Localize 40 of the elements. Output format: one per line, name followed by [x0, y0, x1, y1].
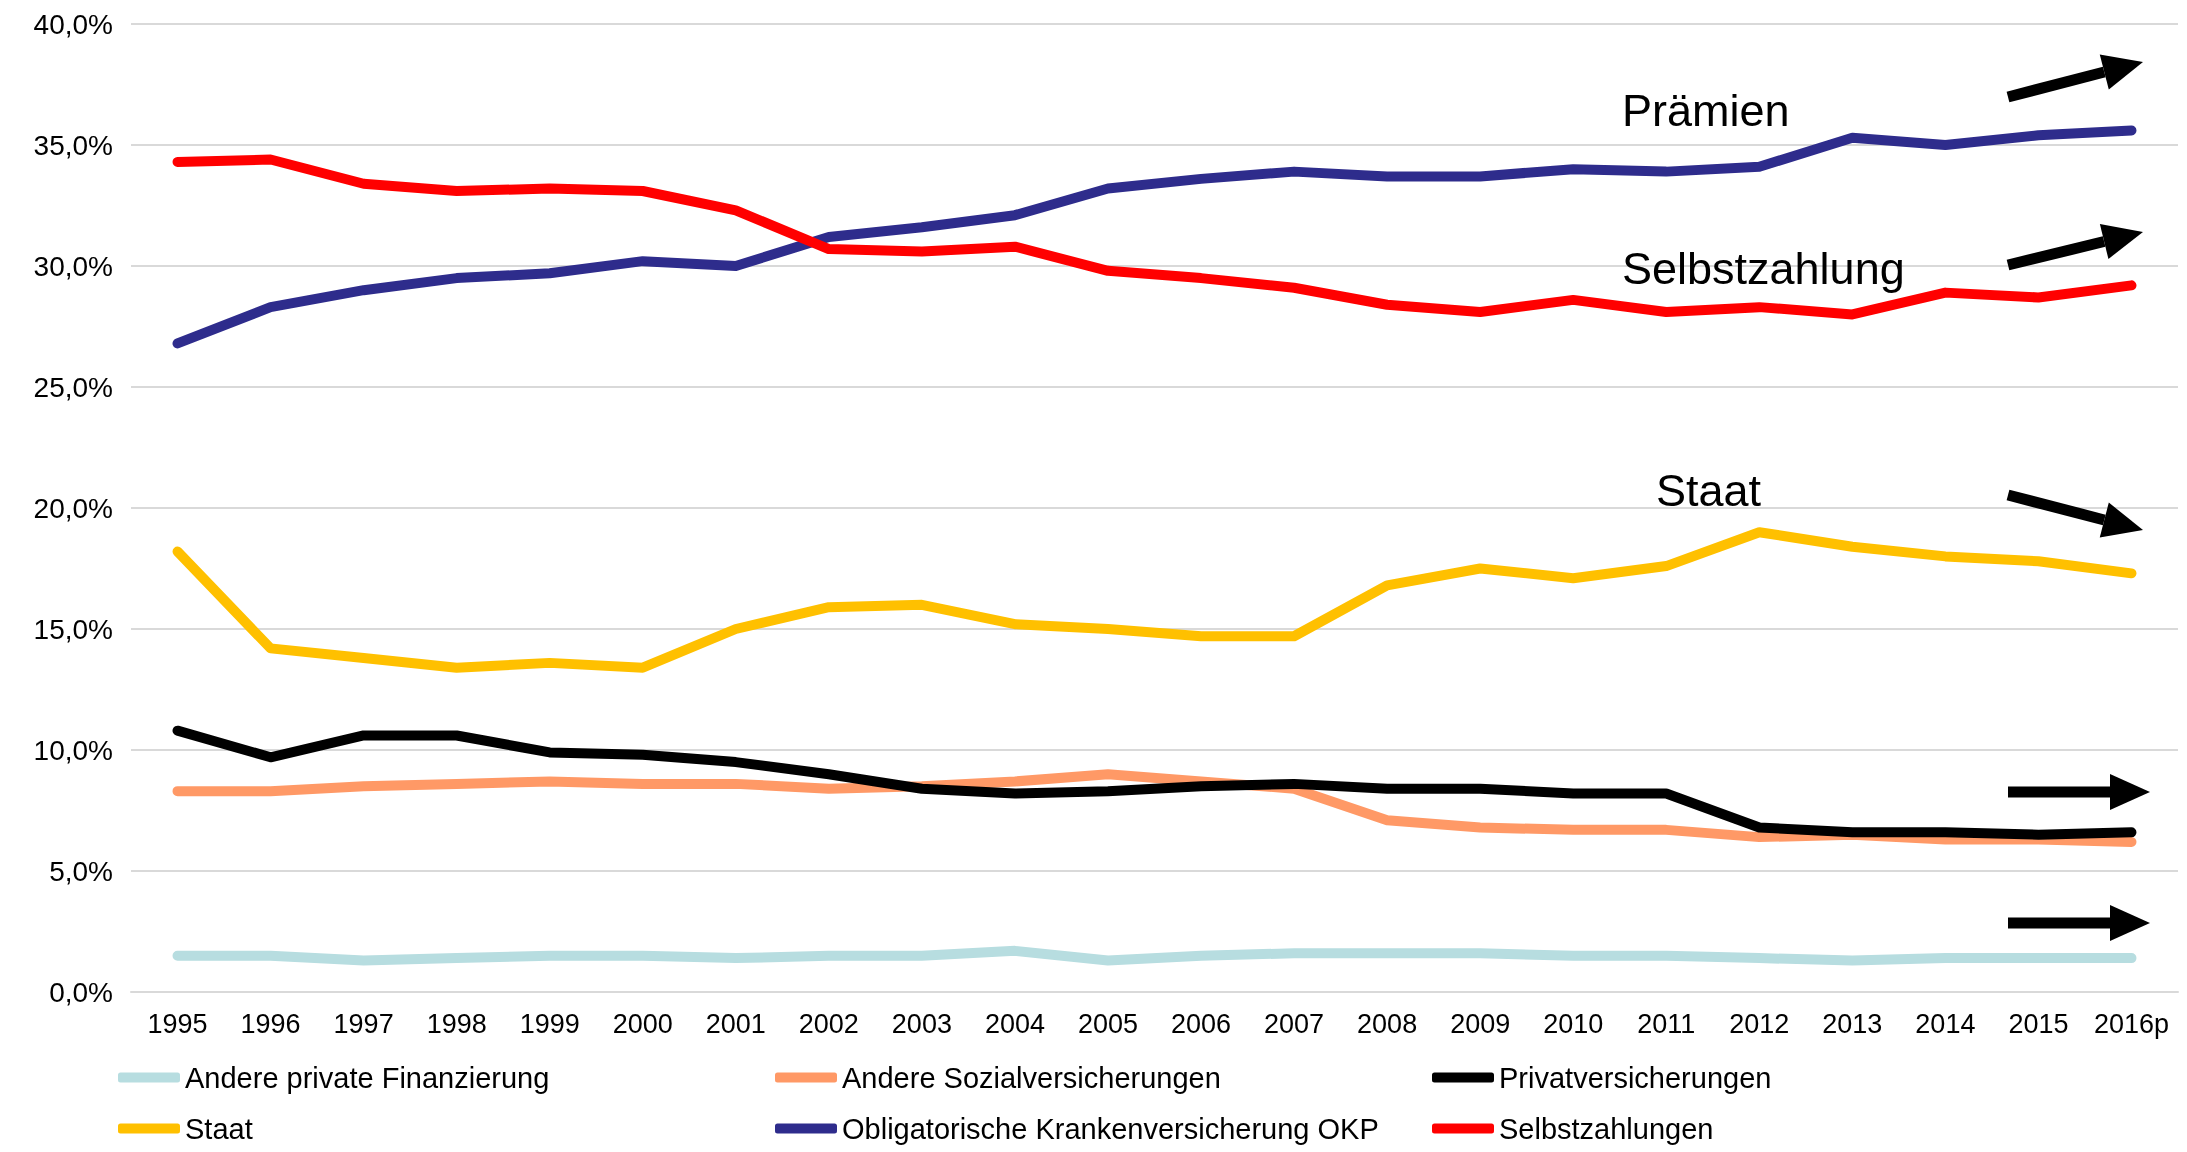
annotation: Staat — [1656, 464, 1762, 516]
y-tick-label: 10,0% — [33, 734, 113, 766]
x-tick-label: 1998 — [426, 1008, 487, 1039]
x-tick-label: 1996 — [240, 1008, 301, 1039]
legend-label: Staat — [185, 1112, 253, 1145]
annotation: Selbstzahlung — [1622, 242, 1905, 294]
y-tick-label: 25,0% — [33, 371, 113, 403]
x-tick-label: 2000 — [612, 1008, 673, 1039]
legend-label: Andere private Finanzierung — [185, 1061, 550, 1094]
x-tick-label: 2009 — [1450, 1008, 1511, 1039]
x-tick-label: 2005 — [1077, 1008, 1139, 1039]
y-tick-label: 35,0% — [33, 129, 113, 161]
x-tick-label: 2001 — [705, 1008, 766, 1039]
legend-label: Privatversicherungen — [1499, 1061, 1772, 1094]
x-tick-label: 2007 — [1264, 1008, 1325, 1039]
x-tick-label: 2002 — [798, 1008, 859, 1039]
y-tick-label: 15,0% — [33, 613, 113, 645]
y-tick-label: 0,0% — [49, 976, 113, 1008]
legend-label: Selbstzahlungen — [1499, 1112, 1714, 1145]
x-tick-label: 2010 — [1543, 1008, 1604, 1039]
x-tick-label: 1997 — [333, 1008, 394, 1039]
x-tick-label: 2014 — [1915, 1008, 1976, 1039]
y-tick-label: 40,0% — [33, 8, 113, 40]
x-tick-label: 2012 — [1729, 1008, 1790, 1039]
y-tick-label: 30,0% — [33, 250, 113, 282]
legend-label: Obligatorische Krankenversicherung OKP — [842, 1112, 1379, 1145]
x-tick-label: 2003 — [891, 1008, 952, 1039]
x-tick-label: 2008 — [1357, 1008, 1418, 1039]
x-tick-label: 2015 — [2008, 1008, 2069, 1039]
x-tick-label: 2011 — [1637, 1008, 1696, 1039]
x-tick-label: 1999 — [519, 1008, 580, 1039]
legend-label: Andere Sozialversicherungen — [842, 1061, 1221, 1094]
x-tick-label: 1995 — [147, 1008, 208, 1039]
annotation: Prämien — [1622, 84, 1790, 136]
x-tick-label: 2016p — [2093, 1008, 2170, 1039]
x-tick-label: 2006 — [1170, 1008, 1232, 1039]
y-tick-label: 20,0% — [33, 492, 113, 524]
y-tick-label: 5,0% — [49, 855, 113, 887]
x-tick-label: 2013 — [1822, 1008, 1883, 1039]
x-tick-label: 2004 — [984, 1008, 1045, 1039]
